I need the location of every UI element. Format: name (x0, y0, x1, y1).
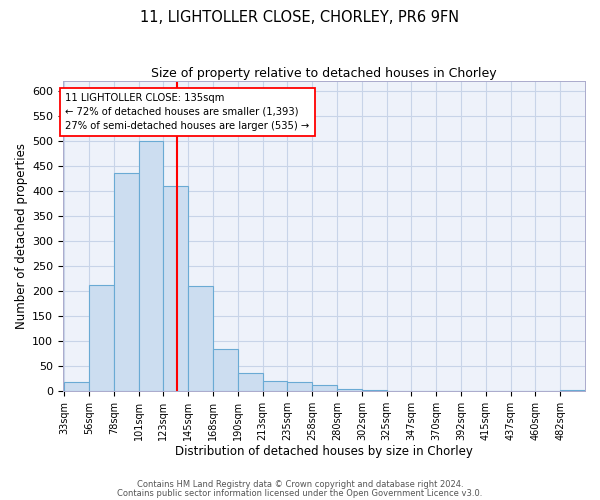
Y-axis label: Number of detached properties: Number of detached properties (15, 143, 28, 329)
Bar (188, 286, 213, 391)
Text: Contains public sector information licensed under the Open Government Licence v3: Contains public sector information licen… (118, 490, 482, 498)
Title: Size of property relative to detached houses in Chorley: Size of property relative to detached ho… (151, 68, 497, 80)
Bar (163, 186, 188, 391)
Bar (386, 390, 412, 391)
Text: 11 LIGHTOLLER CLOSE: 135sqm
← 72% of detached houses are smaller (1,393)
27% of : 11 LIGHTOLLER CLOSE: 135sqm ← 72% of det… (65, 92, 310, 130)
Bar (412, 390, 436, 391)
Bar (213, 348, 238, 391)
Bar (263, 381, 287, 391)
Bar (362, 390, 386, 391)
Bar (238, 372, 263, 391)
Text: 11, LIGHTOLLER CLOSE, CHORLEY, PR6 9FN: 11, LIGHTOLLER CLOSE, CHORLEY, PR6 9FN (140, 10, 460, 25)
X-axis label: Distribution of detached houses by size in Chorley: Distribution of detached houses by size … (175, 444, 473, 458)
Bar (64, 382, 89, 391)
Bar (89, 285, 114, 391)
Bar (560, 390, 585, 391)
Text: Contains HM Land Registry data © Crown copyright and database right 2024.: Contains HM Land Registry data © Crown c… (137, 480, 463, 489)
Bar (114, 173, 139, 391)
Bar (139, 140, 163, 391)
Bar (312, 385, 337, 391)
Bar (337, 388, 362, 391)
Bar (287, 382, 312, 391)
